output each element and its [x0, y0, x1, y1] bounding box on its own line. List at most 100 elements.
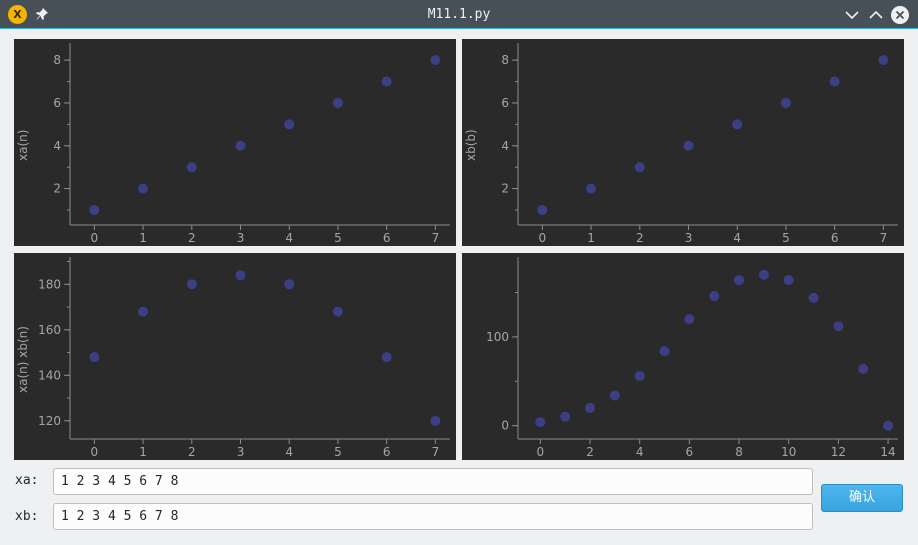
- data-point: [883, 420, 894, 431]
- data-point: [430, 415, 441, 426]
- x-tick-label: 2: [636, 231, 644, 245]
- plot-convolution: 0 100 0 2 4 6 8 10 12 14: [462, 253, 904, 460]
- data-point: [829, 76, 840, 87]
- data-point: [780, 97, 791, 108]
- plot-xa-ylabel: xa(n): [16, 129, 30, 161]
- data-point: [560, 411, 571, 422]
- close-icon[interactable]: [890, 5, 910, 25]
- x-tick-label: 8: [735, 445, 743, 459]
- xa-input[interactable]: [53, 468, 813, 495]
- data-point: [284, 279, 295, 290]
- x-tick-label: 6: [383, 445, 391, 459]
- x-tick-label: 2: [188, 445, 196, 459]
- x-tick-label: 4: [636, 445, 644, 459]
- data-point: [284, 119, 295, 130]
- data-point: [808, 292, 819, 303]
- x-tick-label: 10: [781, 445, 796, 459]
- data-point: [634, 162, 645, 173]
- data-point: [381, 76, 392, 87]
- data-point: [235, 270, 246, 281]
- title-bar[interactable]: X M11.1.py: [0, 0, 918, 29]
- data-point: [138, 306, 149, 317]
- data-point: [186, 279, 197, 290]
- data-point: [609, 390, 620, 401]
- data-point: [586, 183, 597, 194]
- x-tick-label: 1: [139, 231, 147, 245]
- x-tick-label: 4: [733, 231, 741, 245]
- plot-xb-ylabel: xb(b): [464, 129, 478, 161]
- data-point: [734, 275, 745, 286]
- x-tick-label: 6: [383, 231, 391, 245]
- x-tick-label: 2: [188, 231, 196, 245]
- data-point: [858, 363, 869, 374]
- x-tick-label: 14: [880, 445, 895, 459]
- x-tick-label: 7: [432, 445, 440, 459]
- x-tick-label: 5: [334, 231, 342, 245]
- app-icon[interactable]: X: [8, 5, 27, 24]
- data-point: [585, 402, 596, 413]
- data-point: [878, 55, 889, 66]
- y-tick-label: 6: [501, 96, 509, 110]
- y-tick-label: 160: [38, 323, 61, 337]
- y-tick-label: 2: [53, 182, 61, 196]
- minimize-icon[interactable]: [842, 5, 862, 25]
- y-tick-label: 180: [38, 277, 61, 291]
- y-tick-label: 100: [486, 330, 509, 344]
- plot-xa-svg: 2 4 6 8 0 1 2 3 4 5 6 7: [53, 43, 450, 245]
- x-tick-label: 0: [91, 231, 99, 245]
- window-title: M11.1.py: [427, 7, 491, 22]
- plot-xb: 2 4 6 8 0 1 2 3 4 5 6 7 xb(b): [462, 39, 904, 246]
- data-point: [758, 269, 769, 280]
- data-point: [709, 291, 720, 302]
- xb-label: xb:: [15, 509, 39, 524]
- x-tick-label: 6: [831, 231, 839, 245]
- data-point: [732, 119, 743, 130]
- x-tick-label: 7: [880, 231, 888, 245]
- data-point: [138, 183, 149, 194]
- data-point: [659, 346, 670, 357]
- y-tick-label: 4: [53, 139, 61, 153]
- maximize-icon[interactable]: [866, 5, 886, 25]
- y-tick-label: 8: [501, 53, 509, 67]
- plot-xa: 2 4 6 8 0 1 2 3 4 5 6 7 xa(n): [14, 39, 456, 246]
- y-tick-label: 140: [38, 368, 61, 382]
- data-point: [332, 306, 343, 317]
- x-tick-label: 1: [139, 445, 147, 459]
- plot-product-svg: 120 140 160 180 0 1 2 3 4 5 6 7: [38, 257, 450, 459]
- data-point: [684, 314, 695, 325]
- x-tick-label: 4: [285, 231, 293, 245]
- x-tick-label: 12: [831, 445, 846, 459]
- x-tick-label: 5: [782, 231, 790, 245]
- x-tick-label: 0: [91, 445, 99, 459]
- x-tick-label: 3: [685, 231, 693, 245]
- data-point: [833, 321, 844, 332]
- x-tick-label: 7: [432, 231, 440, 245]
- plot-product: 120 140 160 180 0 1 2 3 4 5 6 7 xa(n) xb(n): [14, 253, 456, 460]
- y-tick-label: 6: [53, 96, 61, 110]
- x-tick-label: 6: [686, 445, 694, 459]
- x-tick-label: 3: [237, 445, 245, 459]
- x-tick-label: 5: [334, 445, 342, 459]
- y-tick-label: 8: [53, 53, 61, 67]
- x-tick-label: 0: [539, 231, 547, 245]
- y-tick-label: 120: [38, 414, 61, 428]
- data-point: [683, 140, 694, 151]
- data-point: [332, 97, 343, 108]
- data-point: [783, 275, 794, 286]
- data-point: [89, 352, 100, 363]
- x-tick-label: 4: [285, 445, 293, 459]
- plot-product-ylabel: xa(n) xb(n): [16, 326, 30, 393]
- data-point: [535, 417, 546, 428]
- app-icon-letter: X: [13, 8, 22, 21]
- y-tick-label: 2: [501, 182, 509, 196]
- xa-label: xa:: [15, 473, 39, 488]
- xb-input[interactable]: [53, 503, 813, 530]
- y-tick-label: 0: [501, 419, 509, 433]
- data-point: [634, 370, 645, 381]
- pin-icon[interactable]: [34, 6, 50, 22]
- x-tick-label: 1: [587, 231, 595, 245]
- y-tick-label: 4: [501, 139, 509, 153]
- confirm-button[interactable]: 确认: [821, 484, 903, 512]
- x-tick-label: 0: [537, 445, 545, 459]
- data-point: [537, 205, 548, 216]
